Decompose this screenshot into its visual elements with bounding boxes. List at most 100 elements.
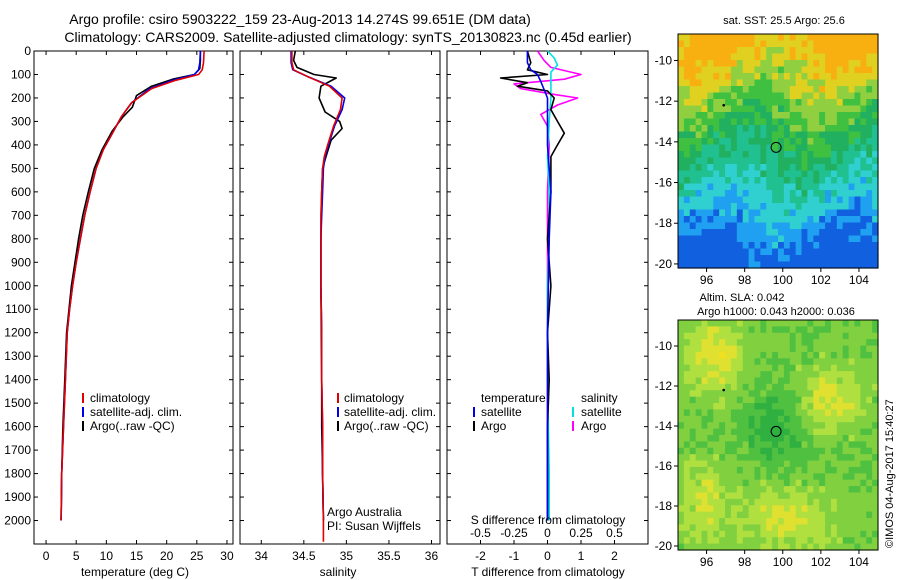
map-cell [819,138,826,146]
map-cell [695,40,703,48]
map-cell [695,518,703,526]
map-cell [789,34,797,42]
x-tick-label: -2 [475,549,486,563]
map-cell [872,125,879,133]
map-cell [695,196,703,204]
x-tick-label: 100 [773,555,793,569]
map-cell [742,460,750,468]
map-cell [854,144,861,152]
map-cell [748,403,756,411]
map-cell [836,177,844,185]
map-cell [678,196,685,204]
y-tick-label: -10 [655,53,673,67]
map-cell [725,390,732,398]
map-cell [683,235,691,243]
map-cell [813,60,820,68]
map-cell [866,242,873,250]
map-cell [801,229,809,237]
x-tick-label: 5 [73,549,80,563]
y-tick-label: -14 [655,135,673,149]
map-cell [842,99,850,107]
map-cell [701,511,709,519]
map-cell [778,229,785,237]
map-cell [725,261,732,269]
map-cell [695,428,703,436]
map-cell [801,466,809,474]
map-cell [783,543,791,551]
map-cell [795,131,803,139]
difference-legend: temperature satellite Argo salinity sate… [471,391,626,527]
map-cell [725,422,732,430]
map-cell [736,390,744,398]
map-cell [760,235,767,243]
map-cell [854,196,861,204]
map-cell [783,390,791,398]
map-cell [678,377,685,385]
map-cell [866,255,873,263]
map-cell [736,138,744,146]
map-cell [789,177,797,185]
map-cell [848,105,856,113]
map-cell [795,216,803,224]
map-cell [736,216,744,224]
map-cell [825,422,832,430]
map-cell [872,222,879,230]
map-cell [748,144,756,152]
map-cell [707,196,714,204]
map-cell [819,409,826,417]
map-cell [748,92,756,100]
map-cell [854,261,861,269]
map-cell [807,486,814,494]
map-cell [801,454,809,462]
map-cell [701,34,709,42]
map-cell [789,235,797,243]
map-cell [689,170,697,178]
map-cell [783,486,791,494]
map-cell [830,170,838,178]
map-cell [854,157,861,165]
map-cell [830,92,838,100]
float-track-point [722,388,726,392]
map-cell [701,73,709,81]
map-cell [736,144,744,152]
map-cell [866,492,873,500]
map-cell [854,371,861,379]
map-cell [789,47,797,55]
map-cell [725,125,732,133]
map-cell [754,460,761,468]
map-cell [689,73,697,81]
map-cell [695,112,703,120]
plot-frame [33,50,234,545]
map-cell [789,524,797,532]
map-cell [754,248,761,256]
map-cell [683,479,691,487]
map-cell [854,209,861,217]
map-cell [778,320,785,327]
map-cell [707,125,714,133]
map-cell [860,151,867,159]
map-cell [701,92,709,100]
map-cell [772,144,779,152]
map-cell [701,543,709,551]
map-cell [713,66,720,74]
series-line-argo-raw-qc- [60,51,202,521]
map-cell [725,203,732,211]
map-cell [848,53,856,61]
map-cell [789,358,797,366]
map-cell [701,79,709,87]
map-cell [836,196,844,204]
map-cell [736,358,744,366]
map-cell [778,466,785,474]
legend-label-s-satellite: satellite [581,405,622,419]
map-cell [772,177,779,185]
map-cell [742,326,750,334]
map-cell [825,428,832,436]
map-cell [689,537,697,545]
map-cell [778,261,785,269]
map-cell [689,466,697,474]
map-cell [719,428,726,436]
map-cell [830,34,838,42]
map-cell [701,371,709,379]
map-cell [736,403,744,411]
map-cell [842,235,850,243]
